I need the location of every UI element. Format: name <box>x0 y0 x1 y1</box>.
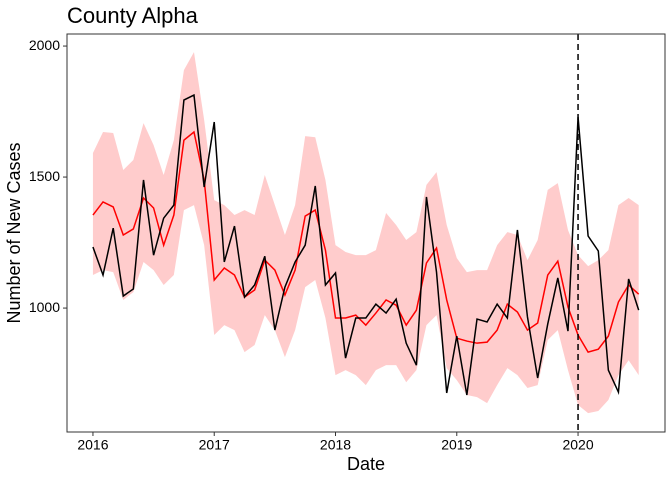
y-axis-label: Number of New Cases <box>4 142 24 323</box>
chart-title: County Alpha <box>67 3 199 28</box>
x-tick-label: 2016 <box>77 437 108 453</box>
x-tick-label: 2019 <box>441 437 472 453</box>
y-tick-label: 1500 <box>29 168 60 184</box>
y-tick-label: 2000 <box>29 37 60 53</box>
x-tick-label: 2017 <box>199 437 230 453</box>
series-line <box>92 93 640 396</box>
x-tick-label: 2018 <box>320 437 351 453</box>
plot-border <box>66 33 666 433</box>
x-axis-label: Date <box>347 454 385 474</box>
confidence-band <box>92 52 639 414</box>
y-tick-label: 1000 <box>29 299 60 315</box>
x-tick-label: 2020 <box>562 437 593 453</box>
series-line <box>92 130 640 353</box>
